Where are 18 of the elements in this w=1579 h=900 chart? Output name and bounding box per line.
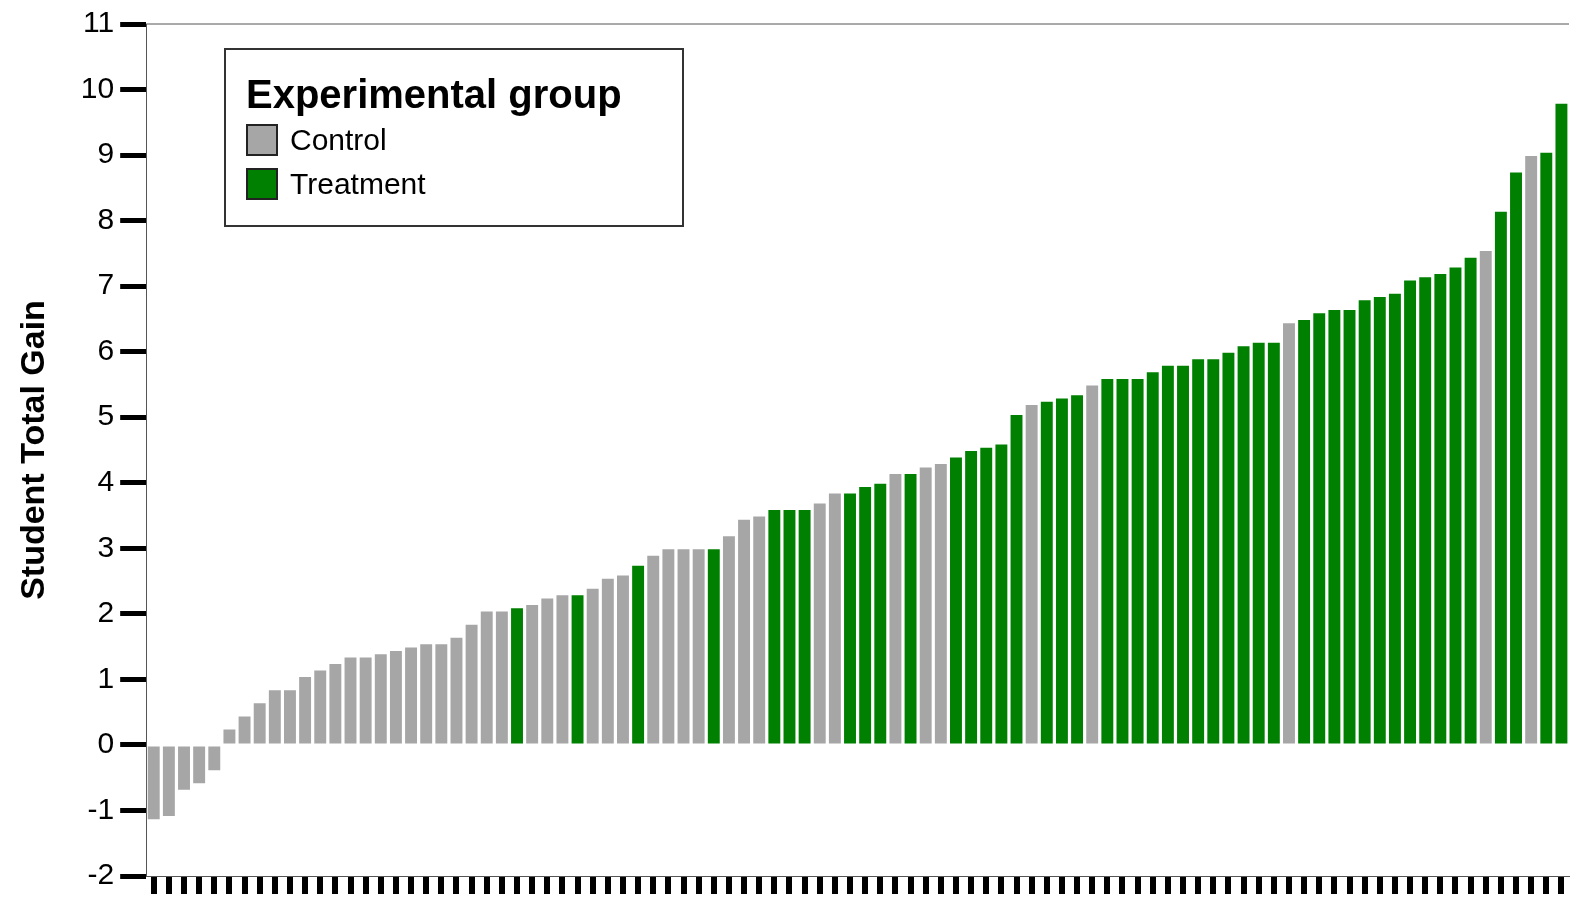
y-tick-label: 3 <box>97 529 115 563</box>
legend-title: Experimental group <box>246 72 623 117</box>
legend-label: Treatment <box>290 167 426 201</box>
y-tick-label: 2 <box>97 595 115 629</box>
y-tick-label: 11 <box>83 5 115 39</box>
y-tick-label: 8 <box>97 201 115 235</box>
y-tick-label: 9 <box>97 136 115 170</box>
y-tick-label: 0 <box>97 726 115 760</box>
y-tick-label: 5 <box>97 398 115 432</box>
y-axis-title: Student Total Gain <box>12 300 51 600</box>
y-tick-label: 6 <box>97 332 115 366</box>
y-tick-label: 10 <box>80 70 115 104</box>
y-tick-label: 7 <box>97 267 115 301</box>
y-tick-label: 1 <box>97 660 115 694</box>
y-tick-label: -1 <box>87 791 115 825</box>
y-tick-label: 4 <box>97 464 115 498</box>
y-tick-label: -2 <box>87 857 115 891</box>
legend-label: Control <box>290 123 387 157</box>
